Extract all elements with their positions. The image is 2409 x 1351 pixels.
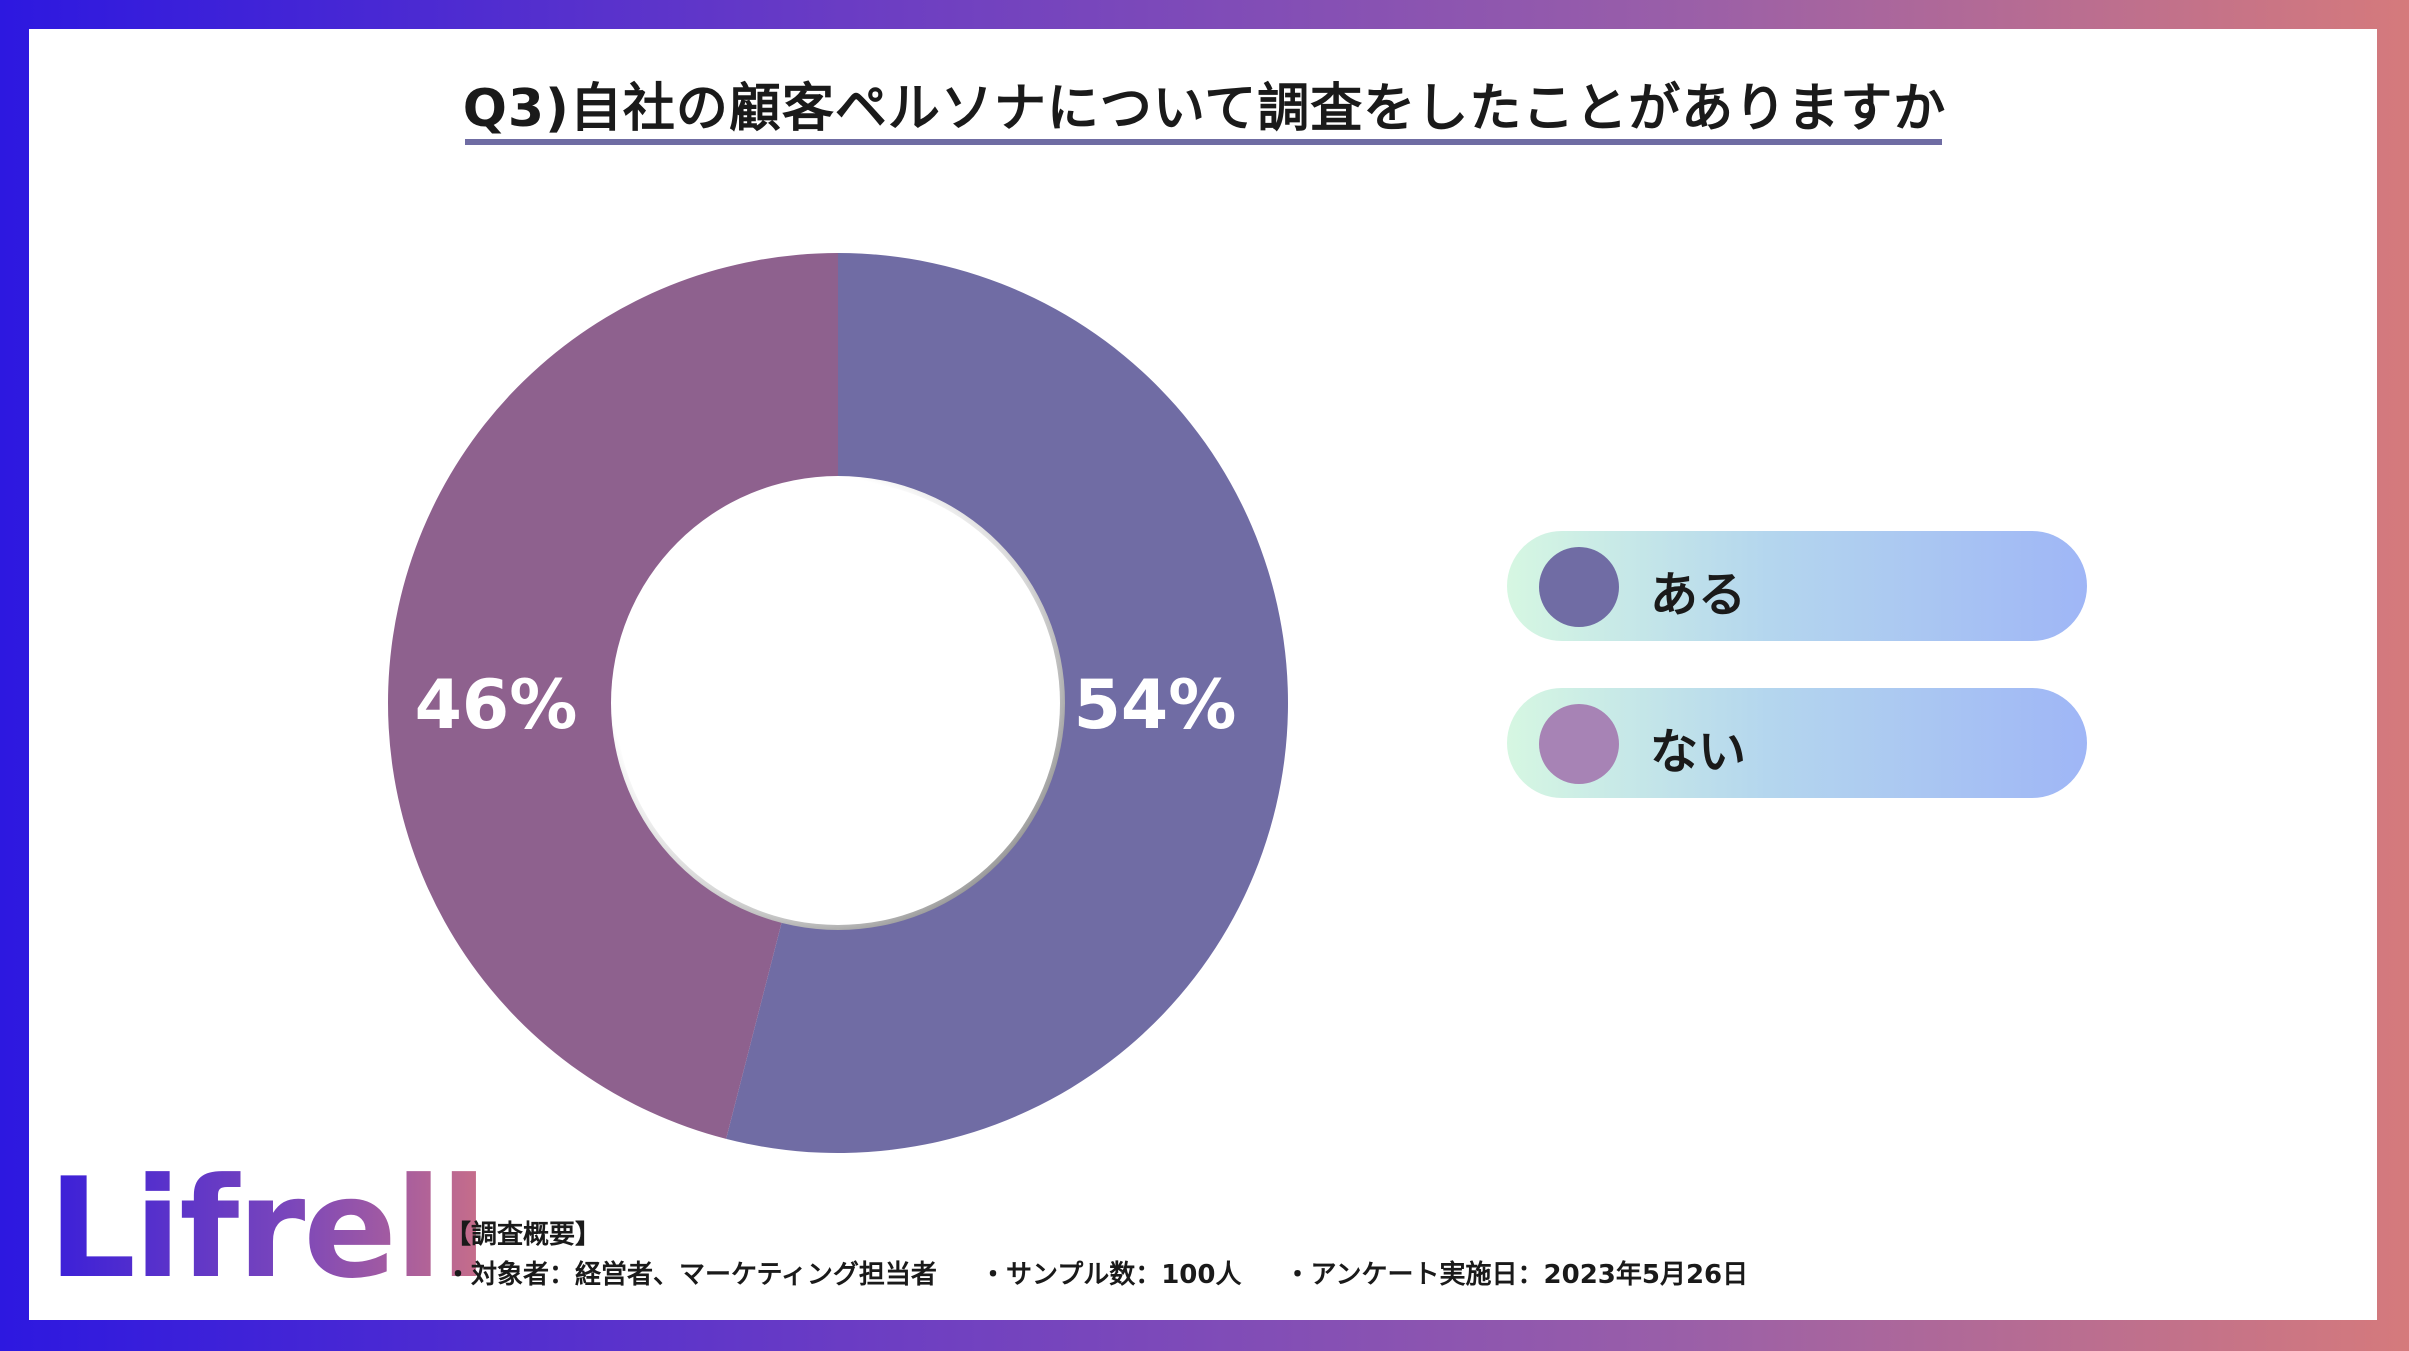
chart-title: Q3)自社の顧客ペルソナについて調査をしたことがありますか [462,79,1947,139]
data-label-nai: 46% [415,666,578,745]
survey-heading: 【調査概要】 [445,1220,602,1250]
survey-target: ・対象者：経営者、マーケティング担当者 [445,1260,937,1290]
legend-label-nai: ない [1650,724,1747,780]
legend-swatch-nai [1539,704,1619,784]
lifrell-logo: Lifrell [48,1148,488,1309]
donut-hole [616,481,1060,925]
survey-summary: 【調査概要】 ・対象者：経営者、マーケティング担当者 ・サンプル数：100人 ・… [445,1215,1782,1295]
survey-date: ・アンケート実施日：2023年5月26日 [1284,1260,1749,1290]
legend-label-aru: ある [1650,567,1747,623]
title-underline [465,139,1942,145]
data-label-aru: 54% [1074,666,1237,745]
survey-sample-size: ・サンプル数：100人 [979,1260,1242,1290]
legend-item-nai: ない [1507,688,2087,798]
survey-items: ・対象者：経営者、マーケティング担当者 ・サンプル数：100人 ・アンケート実施… [445,1255,1782,1295]
legend-item-aru: ある [1507,531,2087,641]
legend-swatch-aru [1539,547,1619,627]
